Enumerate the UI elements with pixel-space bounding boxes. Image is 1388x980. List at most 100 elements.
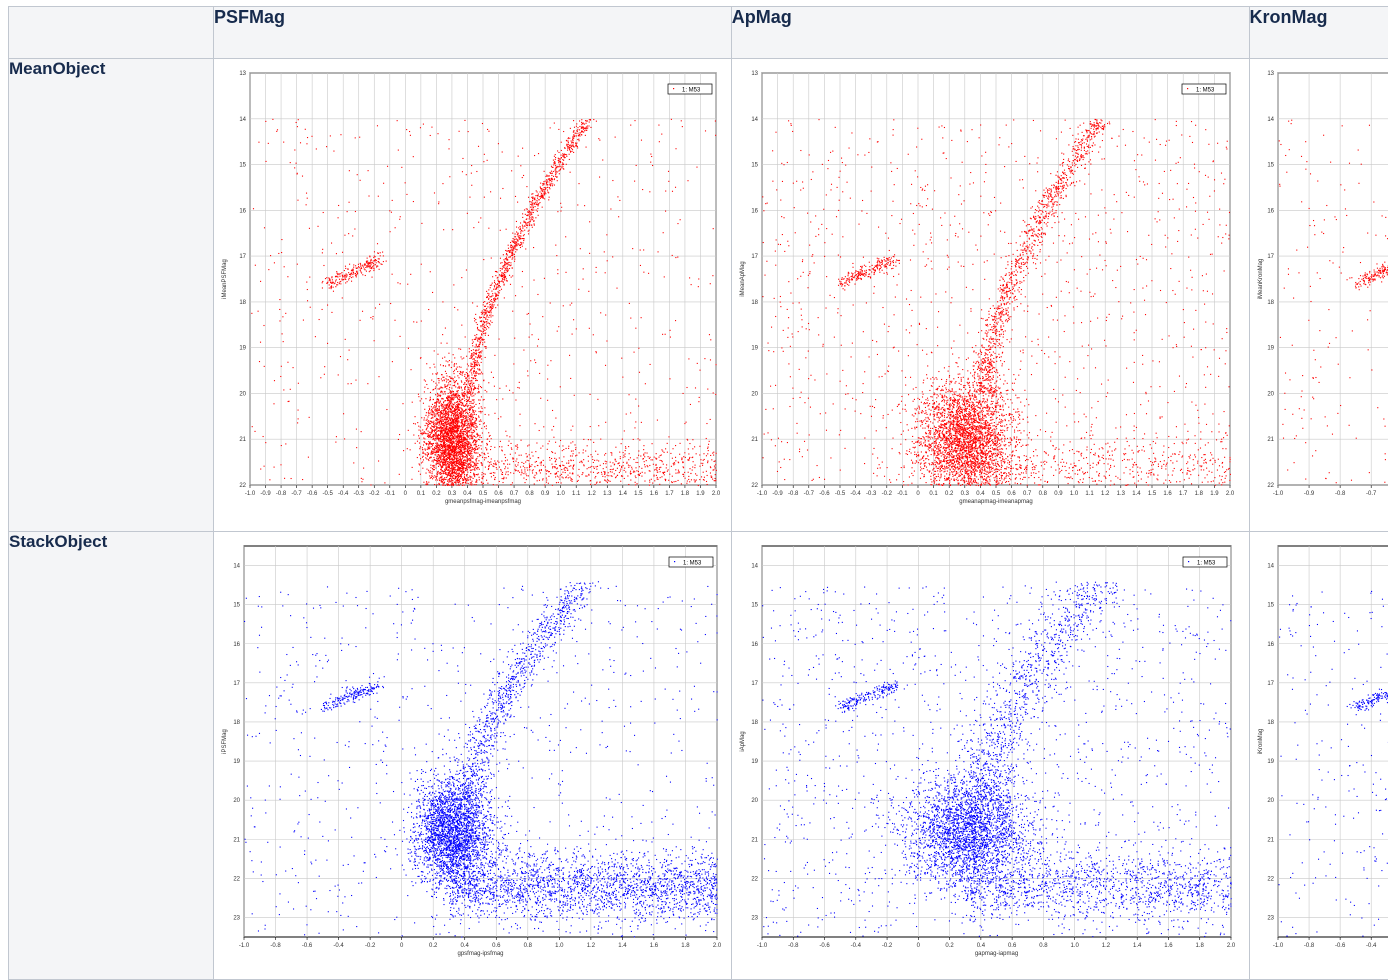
- data-point: [428, 470, 429, 471]
- data-point: [684, 423, 685, 424]
- data-point: [428, 410, 429, 411]
- data-point: [457, 473, 458, 474]
- data-point: [468, 427, 469, 428]
- data-point: [470, 407, 471, 408]
- data-point: [471, 416, 472, 417]
- data-point: [372, 266, 373, 267]
- data-point: [443, 365, 444, 366]
- data-point: [467, 375, 468, 376]
- data-point: [438, 444, 439, 445]
- data-point: [573, 137, 574, 138]
- data-point: [473, 432, 474, 433]
- data-point: [610, 462, 611, 463]
- data-point: [603, 463, 604, 464]
- data-point: [503, 282, 504, 283]
- data-point: [435, 479, 436, 480]
- data-point: [460, 458, 461, 459]
- data-point: [543, 465, 544, 466]
- data-point: [437, 412, 438, 413]
- data-point: [452, 449, 453, 450]
- data-point: [431, 461, 432, 462]
- data-point: [444, 391, 445, 392]
- data-point: [688, 479, 689, 480]
- data-point: [457, 387, 458, 388]
- data-point: [428, 431, 429, 432]
- data-point: [481, 356, 482, 357]
- data-point: [496, 294, 497, 295]
- data-point: [464, 462, 465, 463]
- data-point: [538, 194, 539, 195]
- data-point: [535, 202, 536, 203]
- data-point: [434, 440, 435, 441]
- data-point: [555, 176, 556, 177]
- data-point: [451, 423, 452, 424]
- data-point: [559, 465, 560, 466]
- data-point: [481, 462, 482, 463]
- data-point: [458, 418, 459, 419]
- data-point: [625, 446, 626, 447]
- data-point: [461, 393, 462, 394]
- data-point: [457, 466, 458, 467]
- data-point: [452, 468, 453, 469]
- data-point: [453, 459, 454, 460]
- data-point: [480, 321, 481, 322]
- data-point: [540, 183, 541, 184]
- data-point: [325, 278, 326, 279]
- data-point: [468, 391, 469, 392]
- data-point: [335, 286, 336, 287]
- data-point: [471, 485, 472, 486]
- data-point: [503, 267, 504, 268]
- data-point: [381, 264, 382, 265]
- data-point: [452, 394, 453, 395]
- data-point: [493, 289, 494, 290]
- data-point: [553, 171, 554, 172]
- data-point: [441, 468, 442, 469]
- data-point: [477, 357, 478, 358]
- data-point: [435, 438, 436, 439]
- data-point: [491, 291, 492, 292]
- data-point: [560, 169, 561, 170]
- data-point: [468, 399, 469, 400]
- data-point: [639, 466, 640, 467]
- data-point: [447, 428, 448, 429]
- data-point: [544, 193, 545, 194]
- data-point: [447, 433, 448, 434]
- data-point: [615, 470, 616, 471]
- data-point: [482, 478, 483, 479]
- data-point: [452, 406, 453, 407]
- data-point: [495, 298, 496, 299]
- data-point: [507, 259, 508, 260]
- data-point: [366, 262, 367, 263]
- data-point: [694, 479, 695, 480]
- data-point: [461, 451, 462, 452]
- data-point: [620, 469, 621, 470]
- data-point: [459, 453, 460, 454]
- data-point: [474, 364, 475, 365]
- data-point: [470, 462, 471, 463]
- data-point: [457, 415, 458, 416]
- data-point: [449, 387, 450, 388]
- data-point: [476, 353, 477, 354]
- data-point: [511, 447, 512, 448]
- data-point: [480, 373, 481, 374]
- data-point: [491, 305, 492, 306]
- data-point: [454, 467, 455, 468]
- data-point: [445, 472, 446, 473]
- data-point: [465, 478, 466, 479]
- data-point: [469, 419, 470, 420]
- data-point: [461, 399, 462, 400]
- data-point: [662, 472, 663, 473]
- data-point: [491, 476, 492, 477]
- data-point: [464, 424, 465, 425]
- data-point: [415, 443, 416, 444]
- data-point: [463, 457, 464, 458]
- data-point: [447, 404, 448, 405]
- data-point: [430, 434, 431, 435]
- data-point: [457, 375, 458, 376]
- data-point: [456, 472, 457, 473]
- data-point: [442, 416, 443, 417]
- data-point: [621, 476, 622, 477]
- data-point: [463, 431, 464, 432]
- data-point: [649, 465, 650, 466]
- data-point: [499, 467, 500, 468]
